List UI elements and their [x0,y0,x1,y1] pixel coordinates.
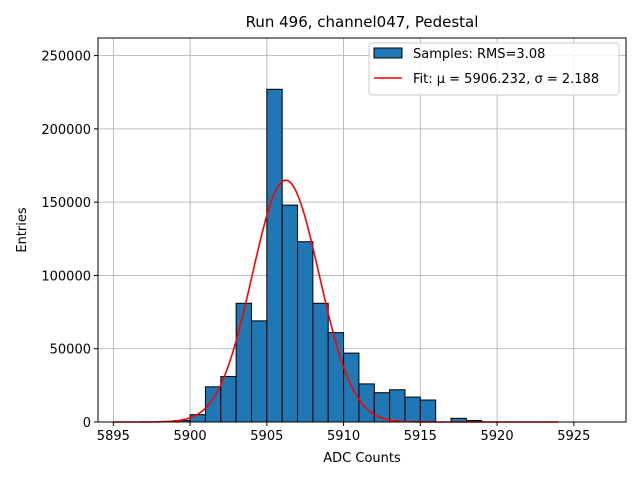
histogram-bar [266,88,283,423]
x-tick-label: 5910 [327,429,360,444]
histogram-bar [297,241,314,423]
plot-frame [97,37,627,423]
legend-bar-swatch [373,47,403,59]
histogram-bar [389,389,406,423]
histogram-bar [327,332,345,423]
y-tick-label: 150000 [41,196,91,211]
y-axis-label: Entries [15,207,30,253]
histogram-bar [250,320,268,423]
y-tick-label: 200000 [41,123,91,138]
legend-histogram-label: Samples: RMS=3.08 [413,47,545,62]
histogram-bar [419,399,437,423]
x-axis-ticks: 5895 5900 5905 5910 5915 5920 5925 [97,422,590,444]
histogram-bar [220,376,237,423]
histogram-bar [281,204,299,423]
x-tick-label: 5915 [404,429,437,444]
y-tick-label: 250000 [41,50,91,65]
x-axis-label: ADC Counts [323,451,401,466]
histogram-bar [204,386,222,423]
legend-fit-label: Fit: μ = 5906.232, σ = 2.188 [413,72,599,87]
x-tick-label: 5905 [250,429,283,444]
y-tick-label: 50000 [50,343,91,358]
histogram-bar [312,302,329,423]
y-axis-ticks: 0 50000 100000 150000 200000 250000 [41,50,98,431]
x-tick-label: 5920 [481,429,514,444]
y-tick-label: 100000 [41,269,91,284]
chart-title: Run 496, channel047, Pedestal [246,13,479,31]
x-tick-label: 5900 [174,429,207,444]
y-tick-label: 0 [83,416,91,431]
legend: Samples: RMS=3.08 Fit: μ = 5906.232, σ =… [368,42,620,96]
histogram-bar [404,396,421,423]
x-tick-label: 5925 [557,429,590,444]
histogram-bar [189,414,206,423]
x-tick-label: 5895 [97,429,130,444]
legend-box [368,42,620,96]
histogram-bars [174,88,483,423]
histogram-bar [235,302,252,423]
